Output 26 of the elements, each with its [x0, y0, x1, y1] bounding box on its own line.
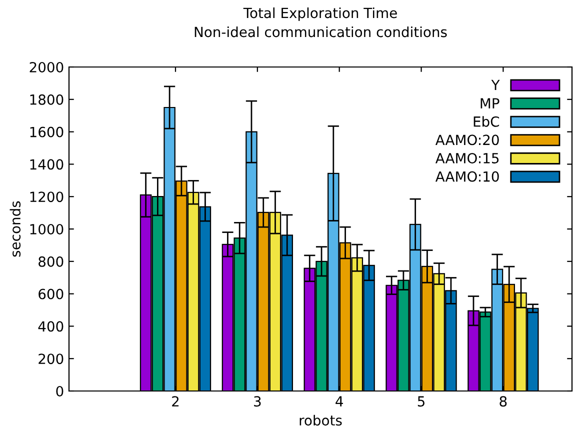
- y-tick-label: 1000: [30, 224, 64, 234]
- y-axis-title: seconds: [10, 201, 21, 257]
- x-tick-label: 3: [254, 396, 261, 407]
- legend-label: AAMO:15: [435, 152, 499, 164]
- legend-label: EbC: [474, 116, 500, 127]
- legend-label: AAMO:10: [435, 171, 499, 182]
- x-tick-label: 8: [500, 396, 507, 407]
- legend-label: AAMO:20: [435, 134, 499, 146]
- x-tick-label: 4: [336, 396, 343, 406]
- y-tick-label: 1600: [30, 126, 64, 138]
- y-tick-label: 800: [38, 256, 64, 267]
- legend-label: Y: [491, 80, 500, 90]
- y-tick-label: 1200: [30, 192, 64, 202]
- y-tick-label: 2000: [30, 62, 64, 72]
- y-tick-label: 1400: [30, 159, 64, 170]
- y-tick-label: 600: [38, 288, 64, 300]
- x-tick-label: 5: [418, 396, 424, 407]
- x-axis-title: robots: [300, 414, 342, 426]
- chart-subtitle: Non-ideal communication conditions: [194, 26, 447, 38]
- chart-title: Total Exploration Time: [243, 7, 397, 21]
- y-tick-label: 400: [38, 321, 64, 332]
- y-tick-label: 1800: [30, 94, 64, 105]
- y-tick-label: 0: [56, 386, 64, 396]
- y-tick-label: 200: [38, 354, 64, 364]
- x-tick-label: 2: [172, 396, 179, 406]
- legend-label: MP: [480, 98, 500, 108]
